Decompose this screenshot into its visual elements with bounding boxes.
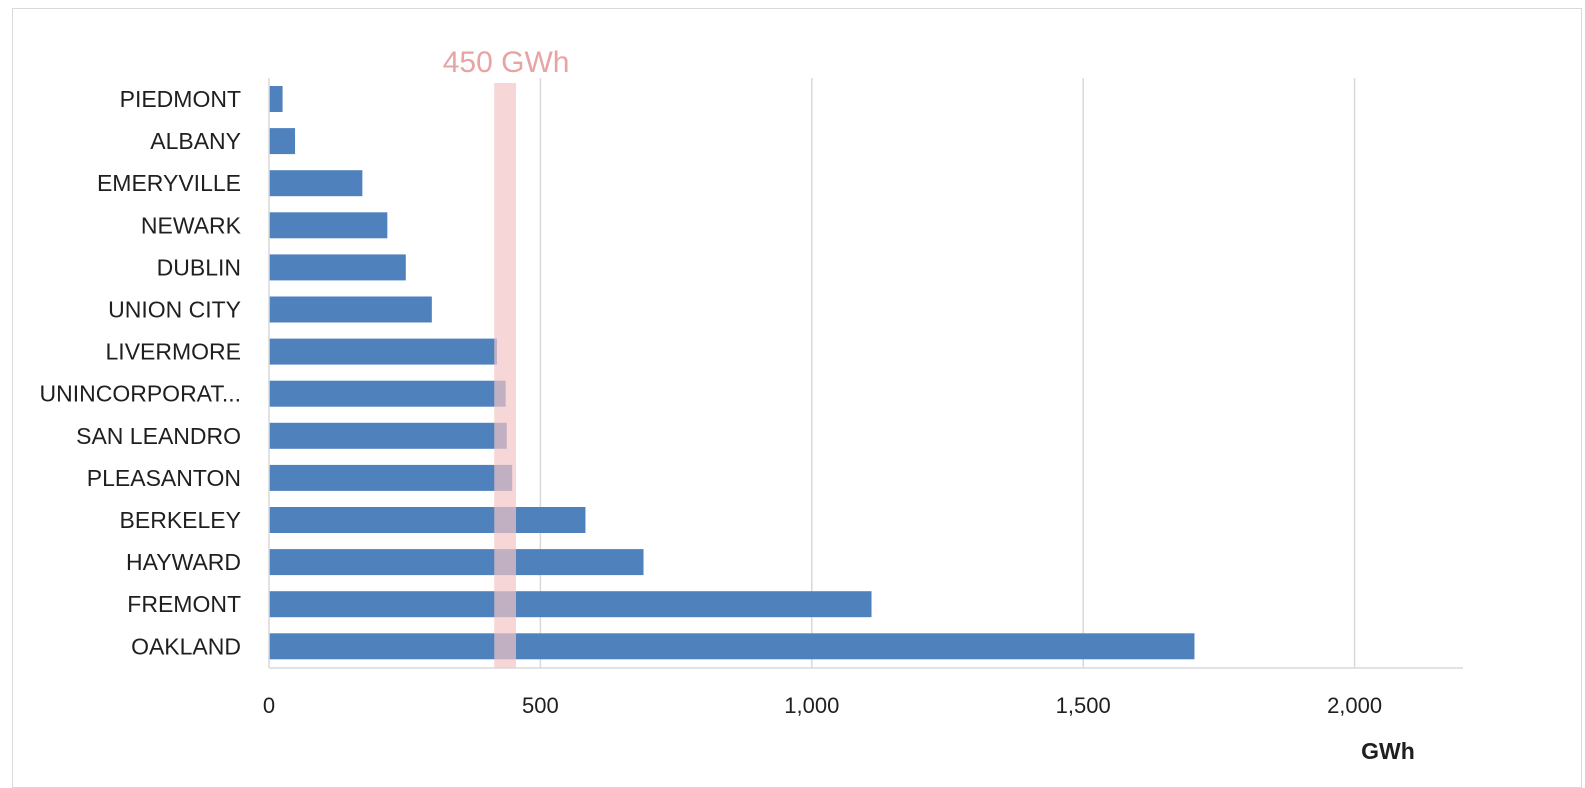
axes <box>268 78 1463 669</box>
reference-band-layer: 450 GWh <box>443 46 570 668</box>
bar-hayward <box>269 549 644 576</box>
x-tick-label: 0 <box>263 693 275 718</box>
bar-livermore <box>269 338 497 365</box>
bar-unincorporat- <box>269 380 506 407</box>
category-label: LIVERMORE <box>106 339 241 365</box>
bar-albany <box>269 128 296 155</box>
bar-emeryville <box>269 170 363 197</box>
category-label: BERKELEY <box>120 507 241 533</box>
category-label: PIEDMONT <box>120 86 241 112</box>
x-tick-label: 500 <box>522 693 559 718</box>
reference-band <box>494 83 516 668</box>
reference-band-label: 450 GWh <box>443 46 570 79</box>
category-label: OAKLAND <box>131 633 241 659</box>
bar-newark <box>269 212 388 239</box>
bar-pleasanton <box>269 464 513 491</box>
category-label: UNINCORPORAT... <box>40 381 241 407</box>
gridlines <box>539 78 1356 668</box>
category-label: NEWARK <box>141 212 242 238</box>
category-label: ALBANY <box>150 128 241 154</box>
category-label: EMERYVILLE <box>97 170 241 196</box>
bar-san-leandro <box>269 422 507 449</box>
category-label: FREMONT <box>127 591 241 617</box>
bar-piedmont <box>269 86 283 112</box>
bar-union-city <box>269 296 432 323</box>
labels: PIEDMONT ALBANY EMERYVILLE NEWARK DUBLIN UNIO… <box>40 86 1415 764</box>
x-tick-label: 1,000 <box>784 693 839 718</box>
bars <box>269 86 1195 660</box>
bar-oakland <box>269 633 1195 660</box>
bar-dublin <box>269 254 406 281</box>
bar-fremont <box>269 591 872 618</box>
x-tick-label: 1,500 <box>1056 693 1111 718</box>
category-label: HAYWARD <box>126 549 241 575</box>
x-axis-title: GWh <box>1361 738 1415 764</box>
category-label: UNION CITY <box>108 297 241 323</box>
x-tick-label: 2,000 <box>1327 693 1382 718</box>
category-label: SAN LEANDRO <box>76 423 241 449</box>
category-label: PLEASANTON <box>87 465 241 491</box>
bar-berkeley <box>269 507 586 533</box>
category-label: DUBLIN <box>157 254 241 280</box>
